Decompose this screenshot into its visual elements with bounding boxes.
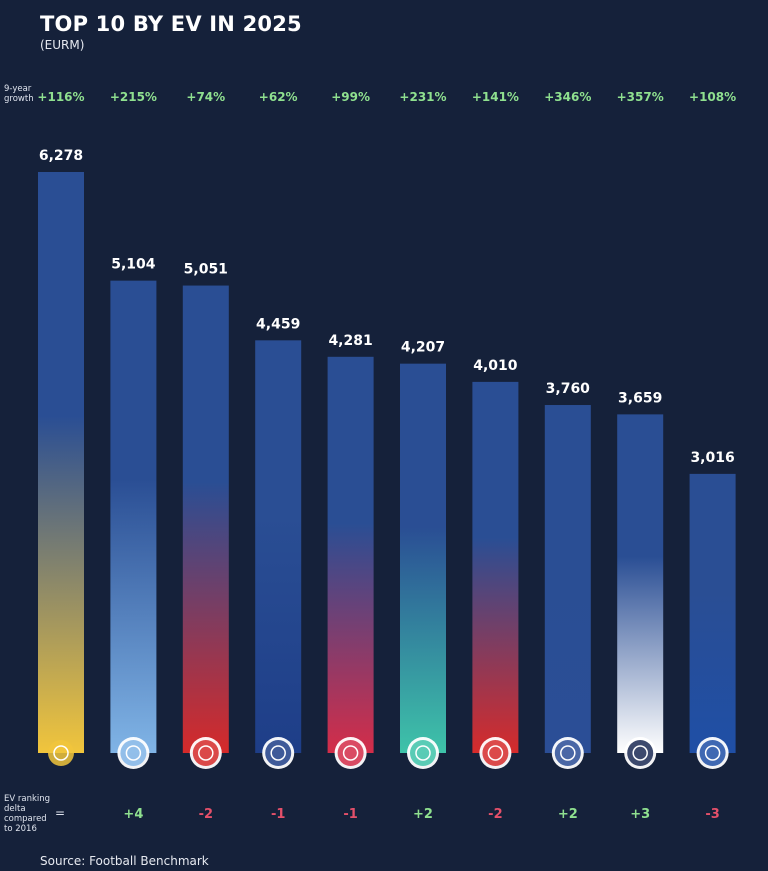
growth-label: +215% bbox=[110, 90, 157, 104]
growth-label: +141% bbox=[472, 90, 519, 104]
delta-label: -1 bbox=[343, 807, 357, 822]
growth-label: +116% bbox=[37, 90, 84, 104]
bar-bayern-munich bbox=[327, 356, 374, 753]
delta-label: -1 bbox=[271, 807, 285, 822]
delta-equal-sign: = bbox=[55, 806, 66, 820]
chart-subtitle: (EURM) bbox=[40, 38, 85, 52]
chelsea-crest-icon bbox=[696, 737, 729, 769]
bar-manchester-united bbox=[182, 285, 229, 753]
delta-label: +2 bbox=[413, 807, 433, 822]
value-label: 4,207 bbox=[401, 340, 445, 356]
growth-label-line: 9-year bbox=[4, 84, 32, 94]
delta-label: +4 bbox=[123, 807, 143, 822]
value-label: 5,104 bbox=[111, 257, 156, 273]
bar-psg bbox=[544, 405, 591, 753]
bar-barcelona bbox=[255, 340, 302, 753]
bar-manchester-city bbox=[110, 280, 157, 753]
tottenham-crest-icon bbox=[624, 737, 657, 769]
source-note: Source: Football Benchmark bbox=[40, 854, 209, 868]
growth-label: +99% bbox=[331, 90, 370, 104]
delta-label-line: compared bbox=[4, 814, 47, 824]
value-label: 4,459 bbox=[256, 316, 300, 332]
value-label: 4,010 bbox=[473, 358, 518, 374]
bars bbox=[38, 172, 736, 753]
club-crests bbox=[48, 737, 729, 769]
value-label: 5,051 bbox=[184, 262, 228, 278]
growth-label-line: growth bbox=[4, 94, 34, 104]
delta-label: -2 bbox=[199, 807, 213, 822]
chart-title: TOP 10 BY EV IN 2025 bbox=[40, 12, 302, 36]
psg-crest-icon bbox=[551, 737, 584, 769]
growth-label: +346% bbox=[544, 90, 591, 104]
value-label: 6,278 bbox=[39, 148, 83, 164]
growth-label: +74% bbox=[186, 90, 225, 104]
bar-arsenal bbox=[472, 381, 519, 753]
delta-label-line: delta bbox=[4, 804, 26, 814]
delta-label: +3 bbox=[630, 807, 650, 822]
delta-label: -3 bbox=[705, 807, 719, 822]
growth-label: +62% bbox=[259, 90, 298, 104]
value-label: 4,281 bbox=[328, 333, 372, 349]
bar-liverpool bbox=[400, 363, 446, 753]
delta-row-label: EV ranking delta compared to 2016 bbox=[4, 794, 50, 834]
bar-tottenham bbox=[617, 414, 664, 753]
bar-chelsea bbox=[689, 473, 736, 753]
barcelona-crest-icon bbox=[262, 737, 295, 769]
value-label: 3,659 bbox=[618, 390, 662, 406]
manchester-city-crest-icon bbox=[117, 737, 150, 769]
real-madrid-crest-icon bbox=[48, 740, 74, 766]
growth-row: +116% +215% +74% +62% +99% +231% +141% +346% +35… bbox=[37, 90, 736, 104]
delta-label-line: to 2016 bbox=[4, 824, 37, 834]
bayern-munich-crest-icon bbox=[334, 737, 367, 769]
value-label: 3,016 bbox=[690, 450, 734, 466]
growth-label: +357% bbox=[617, 90, 664, 104]
growth-row-label: 9-year growth bbox=[4, 84, 34, 104]
growth-label: +231% bbox=[399, 90, 446, 104]
liverpool-crest-icon bbox=[407, 737, 439, 769]
value-labels: 6,278 5,104 5,051 4,459 4,281 4,207 4,010 3,760… bbox=[39, 148, 735, 466]
delta-label: +2 bbox=[558, 807, 578, 822]
manchester-united-crest-icon bbox=[189, 737, 222, 769]
growth-label: +108% bbox=[689, 90, 736, 104]
bar-real-madrid bbox=[38, 172, 84, 753]
arsenal-crest-icon bbox=[479, 737, 512, 769]
delta-label-line: EV ranking bbox=[4, 794, 51, 804]
delta-row: +4 -2 -1 -1 +2 -2 +2 +3 -3 bbox=[123, 807, 719, 822]
delta-label: -2 bbox=[488, 807, 502, 822]
value-label: 3,760 bbox=[546, 381, 591, 397]
